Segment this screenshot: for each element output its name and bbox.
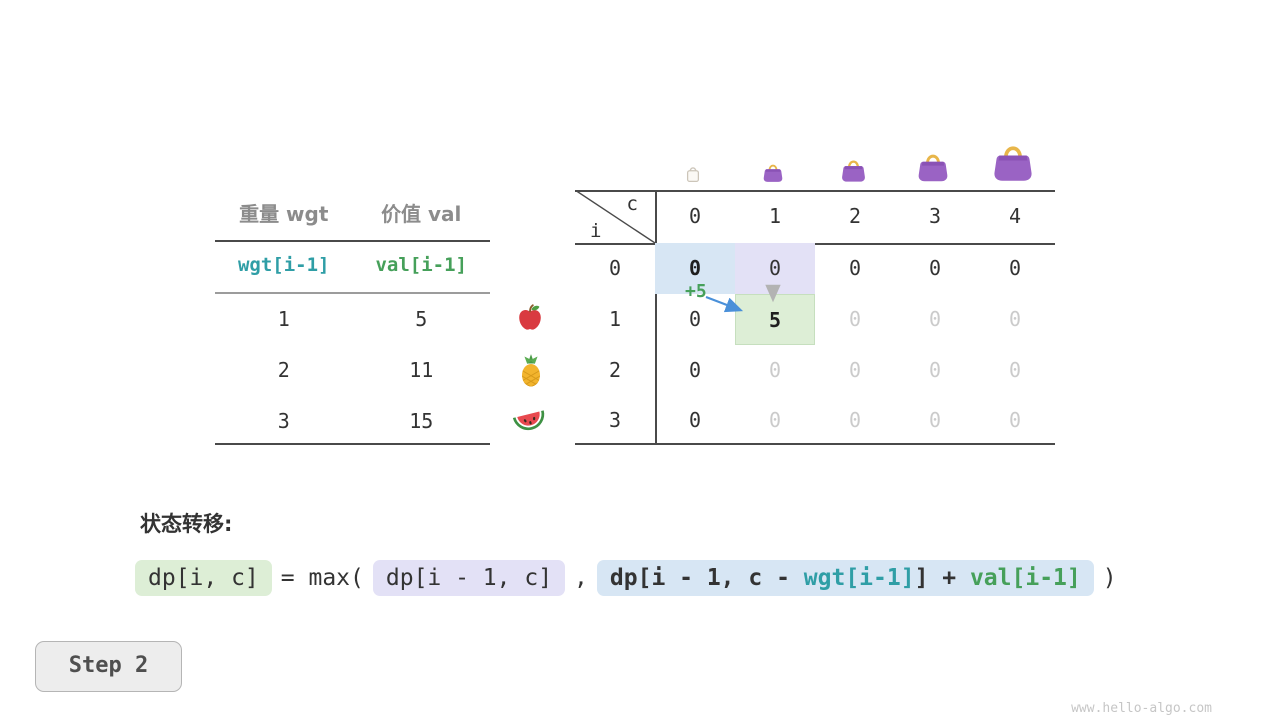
corner-cell: c i <box>575 190 655 243</box>
diagonal-line <box>575 190 655 243</box>
step-badge: Step 2 <box>35 641 182 692</box>
dp-cell-r1-c2: 0 <box>848 307 862 331</box>
dp-cell-r2-c4: 0 <box>1008 358 1022 382</box>
watermark: www.hello-algo.com <box>1071 701 1212 716</box>
dp-col-header-3: 3 <box>928 204 942 228</box>
dp-cell-r0-c4: 0 <box>1008 256 1022 280</box>
dp-cell-r3-c2: 0 <box>848 408 862 432</box>
dp-cell-r1-c4: 0 <box>1008 307 1022 331</box>
divider <box>215 292 490 294</box>
handbag-small-icon <box>762 161 784 183</box>
val-column-header: 价值 val <box>381 202 462 226</box>
take-term-mid: ] + <box>914 565 970 591</box>
weight-value-table: 重量 wgt 价值 val wgt[i-1] val[i-1] 1 5 2 11 3 15 <box>215 190 490 448</box>
wgt-cell: 3 <box>277 409 290 433</box>
wgt-variable-label: wgt[i-1] <box>237 254 330 276</box>
dp-cell-r2-c0: 0 <box>688 358 702 382</box>
val-cell: 11 <box>409 358 434 382</box>
shopping-bag-empty-icon <box>685 164 701 183</box>
take-term-val: val[i-1] <box>969 565 1081 591</box>
item-axis-label: i <box>590 220 602 242</box>
dp-cell-r1-c3: 0 <box>928 307 942 331</box>
variable-row: wgt[i-1] val[i-1] <box>215 254 490 276</box>
table-header-row: 重量 wgt 价值 val <box>215 198 490 227</box>
dp-cell-r0-c0: 0 <box>655 243 735 294</box>
handbag-medium-icon <box>840 156 867 183</box>
pineapple-icon <box>516 354 546 388</box>
dp-row-header-3: 3 <box>608 408 622 432</box>
dp-cell-r3-c0: 0 <box>688 408 702 432</box>
dp-cell-r3-c4: 0 <box>1008 408 1022 432</box>
watermelon-icon <box>512 407 547 435</box>
table-row: 3 15 <box>215 406 490 436</box>
dp-cell-r0-c2: 0 <box>848 256 862 280</box>
dp-col-header-0: 0 <box>688 204 702 228</box>
dp-current-term: dp[i, c] <box>135 560 272 596</box>
dp-cell-r3-c3: 0 <box>928 408 942 432</box>
val-cell: 15 <box>409 409 434 433</box>
divider <box>575 243 1055 245</box>
divider <box>575 190 1055 192</box>
dp-cell-r3-c1: 0 <box>768 408 782 432</box>
divider <box>215 443 490 445</box>
wgt-column-header: 重量 wgt <box>239 202 329 226</box>
state-transition-formula: dp[i, c] = max( dp[i - 1, c] , dp[i - 1,… <box>135 560 1126 596</box>
table-row: 2 11 <box>215 355 490 385</box>
state-transition-label: 状态转移: <box>140 512 233 536</box>
dp-row-header-0: 0 <box>608 256 622 280</box>
dp-keep-term: dp[i - 1, c] <box>372 560 566 596</box>
take-term-wgt: wgt[i-1] <box>803 565 915 591</box>
dp-row-header-2: 2 <box>608 358 622 382</box>
capacity-axis-label: c <box>626 193 638 215</box>
wgt-cell: 2 <box>277 358 290 382</box>
comma-separator: , <box>574 565 588 591</box>
divider <box>655 190 657 445</box>
equals-max-operator: = max( <box>280 565 364 591</box>
apple-icon <box>515 302 545 332</box>
val-cell: 5 <box>415 307 428 331</box>
wgt-cell: 1 <box>277 307 290 331</box>
dp-cell-r1-c1: 5 <box>735 294 815 345</box>
dp-take-term: dp[i - 1, c - wgt[i-1]] + val[i-1] <box>596 560 1094 596</box>
dp-cell-r0-c3: 0 <box>928 256 942 280</box>
dp-cell-r0-c1: 0 <box>735 243 815 294</box>
dp-cell-r1-c0: 0 <box>688 307 702 331</box>
value-gain-annotation: +5 <box>685 281 707 302</box>
divider <box>575 443 1055 445</box>
dp-col-header-2: 2 <box>848 204 862 228</box>
dp-cell-r2-c3: 0 <box>928 358 942 382</box>
divider <box>215 240 490 242</box>
dp-col-header-1: 1 <box>768 204 782 228</box>
dp-cell-r2-c1: 0 <box>768 358 782 382</box>
handbag-xlarge-icon <box>991 139 1035 183</box>
dp-row-header-1: 1 <box>608 307 622 331</box>
close-paren: ) <box>1102 565 1117 591</box>
take-term-prefix: dp[i - 1, c - <box>609 565 804 591</box>
val-variable-label: val[i-1] <box>375 254 467 276</box>
dp-col-header-4: 4 <box>1008 204 1022 228</box>
dp-cell-r2-c2: 0 <box>848 358 862 382</box>
handbag-large-icon <box>916 149 950 183</box>
